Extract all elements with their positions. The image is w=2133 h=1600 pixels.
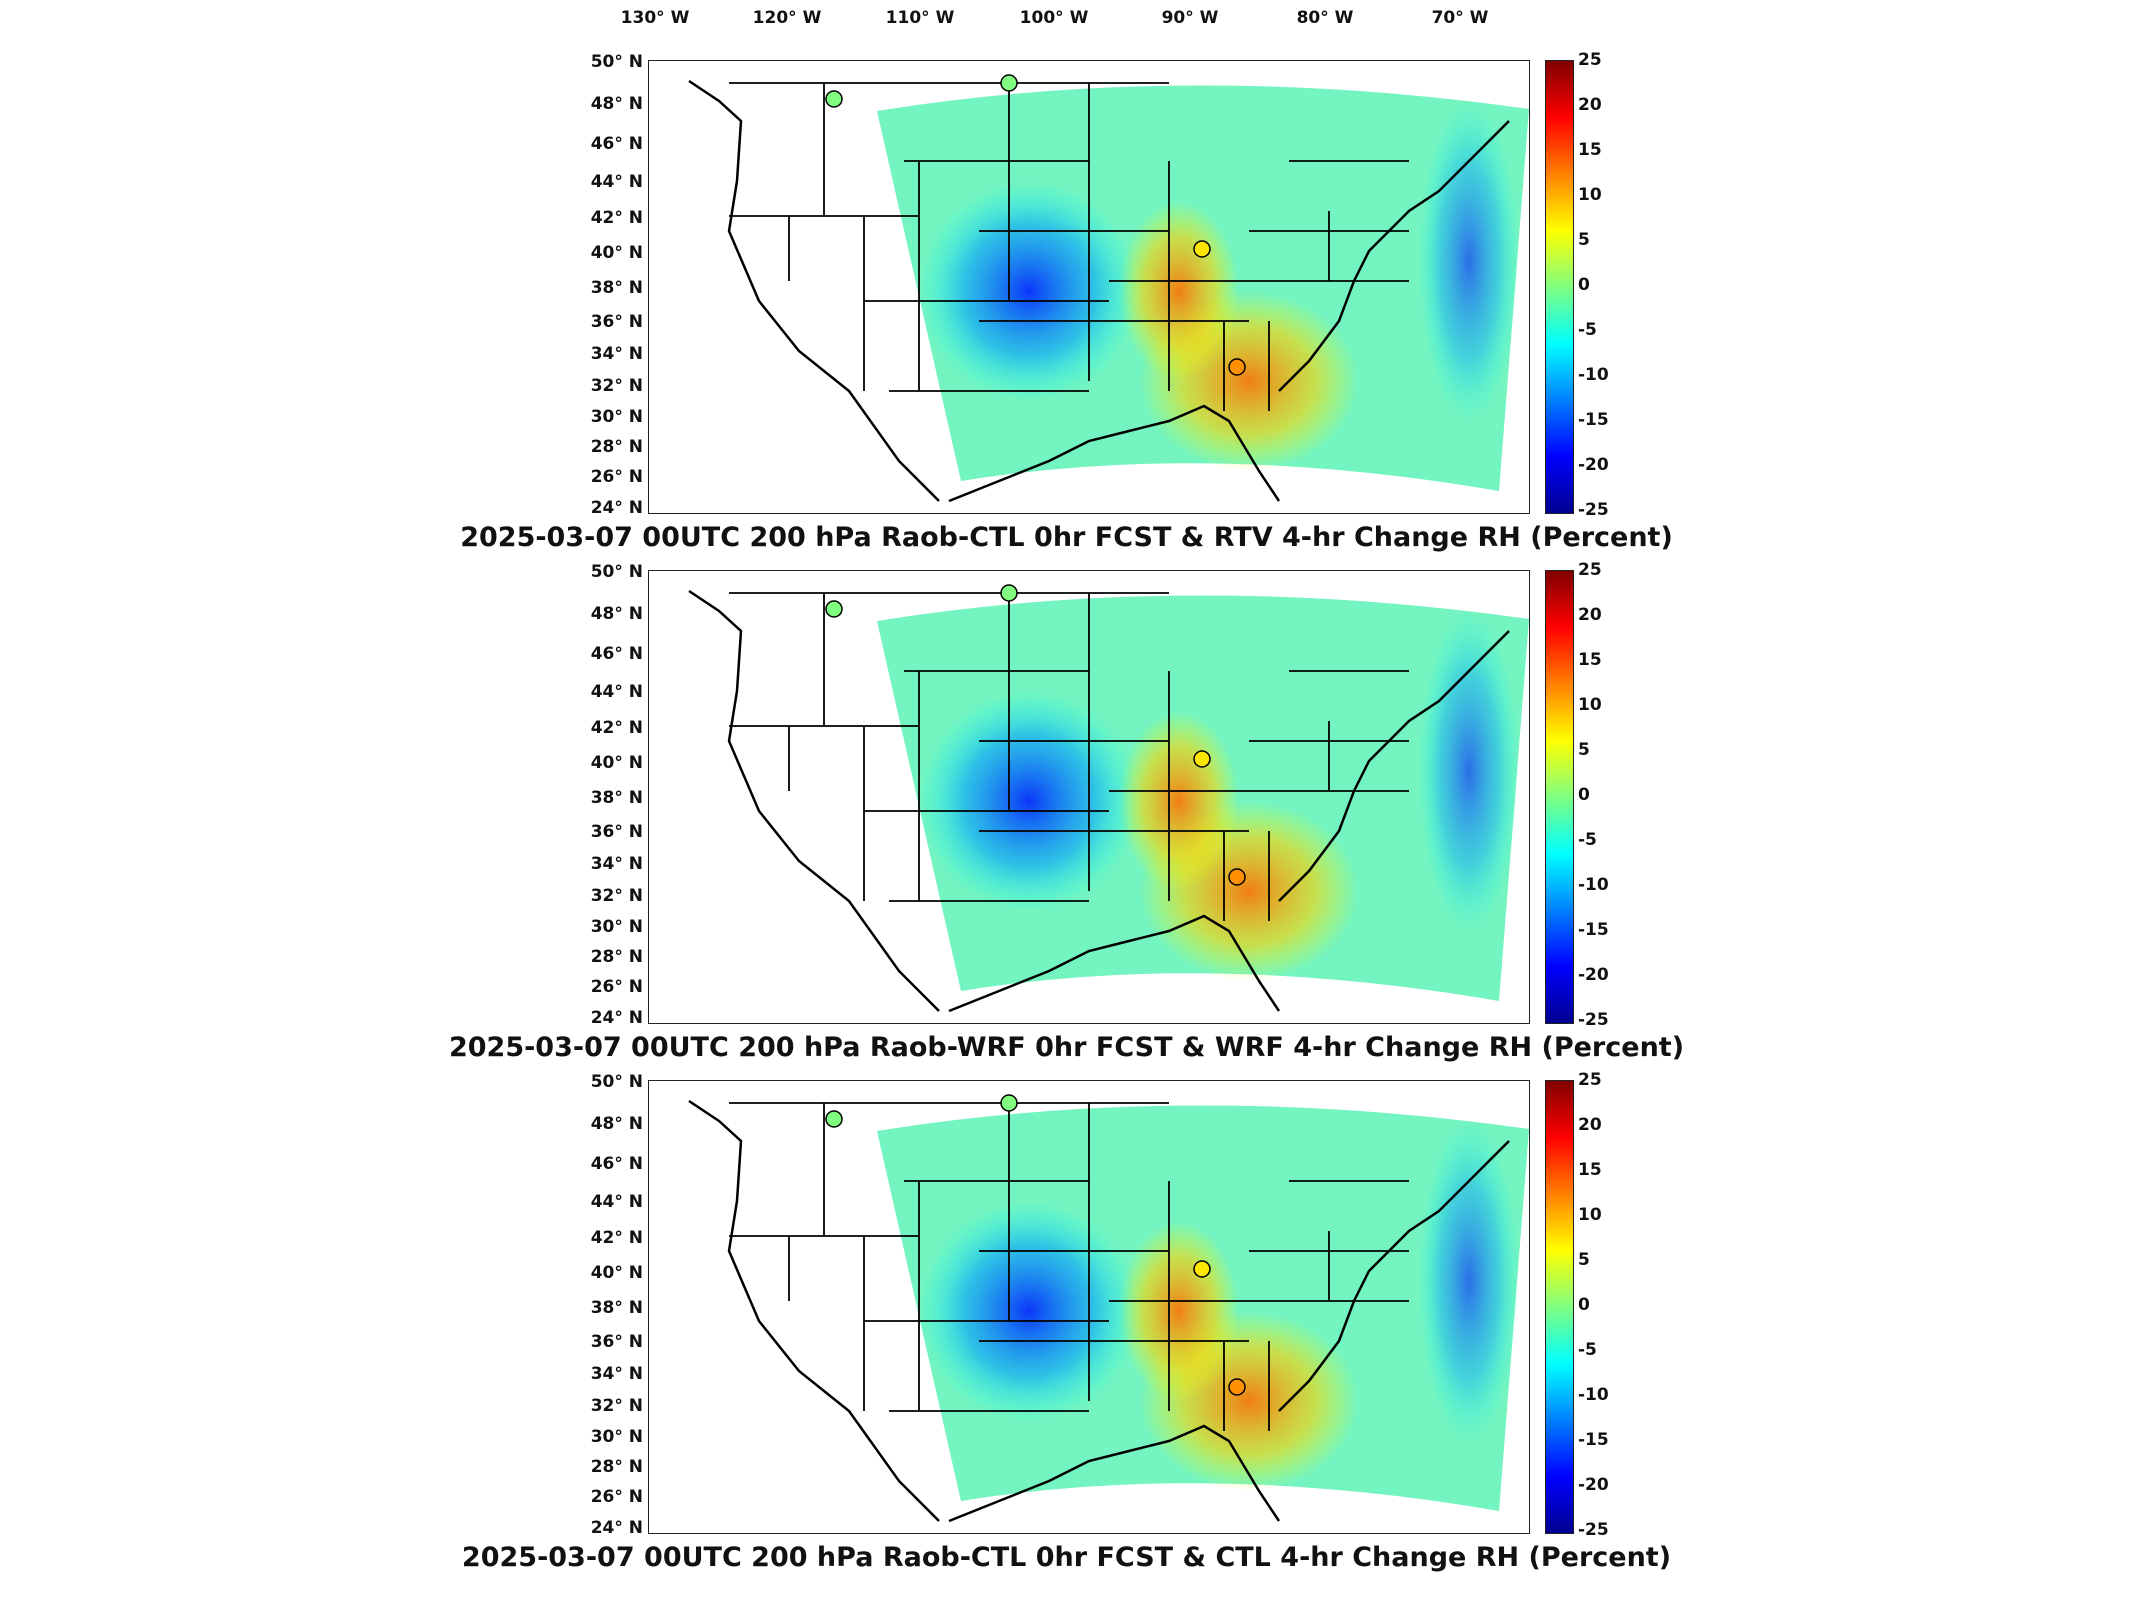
lat-tick-label: 42° N bbox=[590, 1228, 643, 1248]
lat-tick-label: 36° N bbox=[590, 822, 643, 842]
lon-tick-label: 100° W bbox=[1019, 8, 1089, 28]
colorbar-tick-label: 10 bbox=[1578, 1205, 1602, 1225]
lat-tick-label: 28° N bbox=[590, 1457, 643, 1477]
panel-title: 2025-03-07 00UTC 200 hPa Raob-CTL 0hr FC… bbox=[461, 1542, 1672, 1573]
colorbar bbox=[1545, 570, 1574, 1024]
colorbar-tick-label: 25 bbox=[1578, 50, 1602, 70]
lat-tick-label: 30° N bbox=[590, 407, 643, 427]
lat-tick-label: 24° N bbox=[590, 1008, 643, 1028]
colorbar-tick-label: 15 bbox=[1578, 1160, 1602, 1180]
lon-tick-label: 70° W bbox=[1431, 8, 1489, 28]
lon-tick-label: 120° W bbox=[752, 8, 822, 28]
lat-tick-label: 42° N bbox=[590, 208, 643, 228]
lat-tick-label: 50° N bbox=[590, 52, 643, 72]
lat-tick-label: 24° N bbox=[590, 498, 643, 518]
lat-tick-label: 28° N bbox=[590, 437, 643, 457]
colorbar-tick-label: -15 bbox=[1578, 1430, 1609, 1450]
lat-tick-label: 34° N bbox=[590, 344, 643, 364]
lat-tick-label: 40° N bbox=[590, 1263, 643, 1283]
lat-tick-label: 32° N bbox=[590, 886, 643, 906]
colorbar-tick-label: -5 bbox=[1578, 320, 1597, 340]
colorbar-tick-label: -10 bbox=[1578, 875, 1609, 895]
lat-tick-label: 48° N bbox=[590, 604, 643, 624]
colorbar-tick-label: -10 bbox=[1578, 1385, 1609, 1405]
rh-change-map bbox=[687, 1093, 1529, 1523]
lat-tick-label: 30° N bbox=[590, 1427, 643, 1447]
lat-tick-label: 44° N bbox=[590, 172, 643, 192]
lat-tick-label: 48° N bbox=[590, 1114, 643, 1134]
lon-tick-label: 80° W bbox=[1296, 8, 1354, 28]
lat-tick-label: 36° N bbox=[590, 1332, 643, 1352]
colorbar-tick-label: 5 bbox=[1578, 230, 1590, 250]
colorbar-tick-label: -25 bbox=[1578, 1520, 1609, 1540]
lat-tick-label: 44° N bbox=[590, 682, 643, 702]
colorbar-tick-label: -5 bbox=[1578, 830, 1597, 850]
colorbar-tick-label: 20 bbox=[1578, 1115, 1602, 1135]
lat-tick-label: 32° N bbox=[590, 1396, 643, 1416]
colorbar-tick-label: -25 bbox=[1578, 500, 1609, 520]
lat-tick-label: 24° N bbox=[590, 1518, 643, 1538]
lat-tick-label: 46° N bbox=[590, 644, 643, 664]
colorbar-tick-label: 25 bbox=[1578, 560, 1602, 580]
colorbar-tick-label: 10 bbox=[1578, 695, 1602, 715]
colorbar-tick-label: -10 bbox=[1578, 365, 1609, 385]
colorbar-tick-label: 15 bbox=[1578, 650, 1602, 670]
lat-tick-label: 36° N bbox=[590, 312, 643, 332]
colorbar-tick-label: 10 bbox=[1578, 185, 1602, 205]
lat-tick-label: 40° N bbox=[590, 753, 643, 773]
panel-title: 2025-03-07 00UTC 200 hPa Raob-CTL 0hr FC… bbox=[460, 522, 1673, 553]
lat-tick-label: 38° N bbox=[590, 278, 643, 298]
lat-tick-label: 42° N bbox=[590, 718, 643, 738]
map-frame bbox=[648, 60, 1530, 514]
lat-tick-label: 28° N bbox=[590, 947, 643, 967]
rh-change-map bbox=[687, 73, 1529, 503]
colorbar-tick-label: 5 bbox=[1578, 740, 1590, 760]
colorbar-tick-label: 0 bbox=[1578, 785, 1590, 805]
colorbar-tick-label: -5 bbox=[1578, 1340, 1597, 1360]
lat-tick-label: 32° N bbox=[590, 376, 643, 396]
lat-tick-label: 50° N bbox=[590, 1072, 643, 1092]
lat-tick-label: 48° N bbox=[590, 94, 643, 114]
colorbar-tick-label: 20 bbox=[1578, 95, 1602, 115]
colorbar-tick-label: -25 bbox=[1578, 1010, 1609, 1030]
map-frame bbox=[648, 1080, 1530, 1534]
lat-tick-label: 38° N bbox=[590, 1298, 643, 1318]
lat-tick-label: 40° N bbox=[590, 243, 643, 263]
lat-tick-label: 46° N bbox=[590, 1154, 643, 1174]
lat-tick-label: 34° N bbox=[590, 854, 643, 874]
colorbar bbox=[1545, 60, 1574, 514]
map-panel-1: 50° N 48° N 46° N 44° N 42° N 40° N 38° … bbox=[0, 0, 2133, 560]
colorbar-tick-label: -15 bbox=[1578, 410, 1609, 430]
colorbar bbox=[1545, 1080, 1574, 1534]
lat-tick-label: 30° N bbox=[590, 917, 643, 937]
colorbar-tick-label: 0 bbox=[1578, 1295, 1590, 1315]
colorbar-tick-label: 15 bbox=[1578, 140, 1602, 160]
colorbar-tick-label: 20 bbox=[1578, 605, 1602, 625]
colorbar-tick-label: -20 bbox=[1578, 455, 1609, 475]
lon-tick-label: 90° W bbox=[1161, 8, 1219, 28]
lat-tick-label: 26° N bbox=[590, 1487, 643, 1507]
longitude-axis: 130° W 120° W 110° W 100° W 90° W 80° W … bbox=[0, 8, 2133, 38]
panel-title: 2025-03-07 00UTC 200 hPa Raob-WRF 0hr FC… bbox=[448, 1032, 1685, 1063]
colorbar-tick-label: 25 bbox=[1578, 1070, 1602, 1090]
lat-tick-label: 38° N bbox=[590, 788, 643, 808]
colorbar-tick-label: -20 bbox=[1578, 1475, 1609, 1495]
lat-tick-label: 50° N bbox=[590, 562, 643, 582]
colorbar-tick-label: 5 bbox=[1578, 1250, 1590, 1270]
rh-change-map bbox=[687, 583, 1529, 1013]
map-panel-2: 50° N 48° N 46° N 44° N 42° N 40° N 38° … bbox=[0, 510, 2133, 1070]
lat-tick-label: 44° N bbox=[590, 1192, 643, 1212]
colorbar-tick-label: -15 bbox=[1578, 920, 1609, 940]
colorbar-tick-label: 0 bbox=[1578, 275, 1590, 295]
map-panel-3: 50° N 48° N 46° N 44° N 42° N 40° N 38° … bbox=[0, 1020, 2133, 1580]
lon-tick-label: 130° W bbox=[620, 8, 690, 28]
lat-tick-label: 46° N bbox=[590, 134, 643, 154]
map-frame bbox=[648, 570, 1530, 1024]
lon-tick-label: 110° W bbox=[885, 8, 955, 28]
colorbar-tick-label: -20 bbox=[1578, 965, 1609, 985]
lat-tick-label: 34° N bbox=[590, 1364, 643, 1384]
lat-tick-label: 26° N bbox=[590, 977, 643, 997]
lat-tick-label: 26° N bbox=[590, 467, 643, 487]
